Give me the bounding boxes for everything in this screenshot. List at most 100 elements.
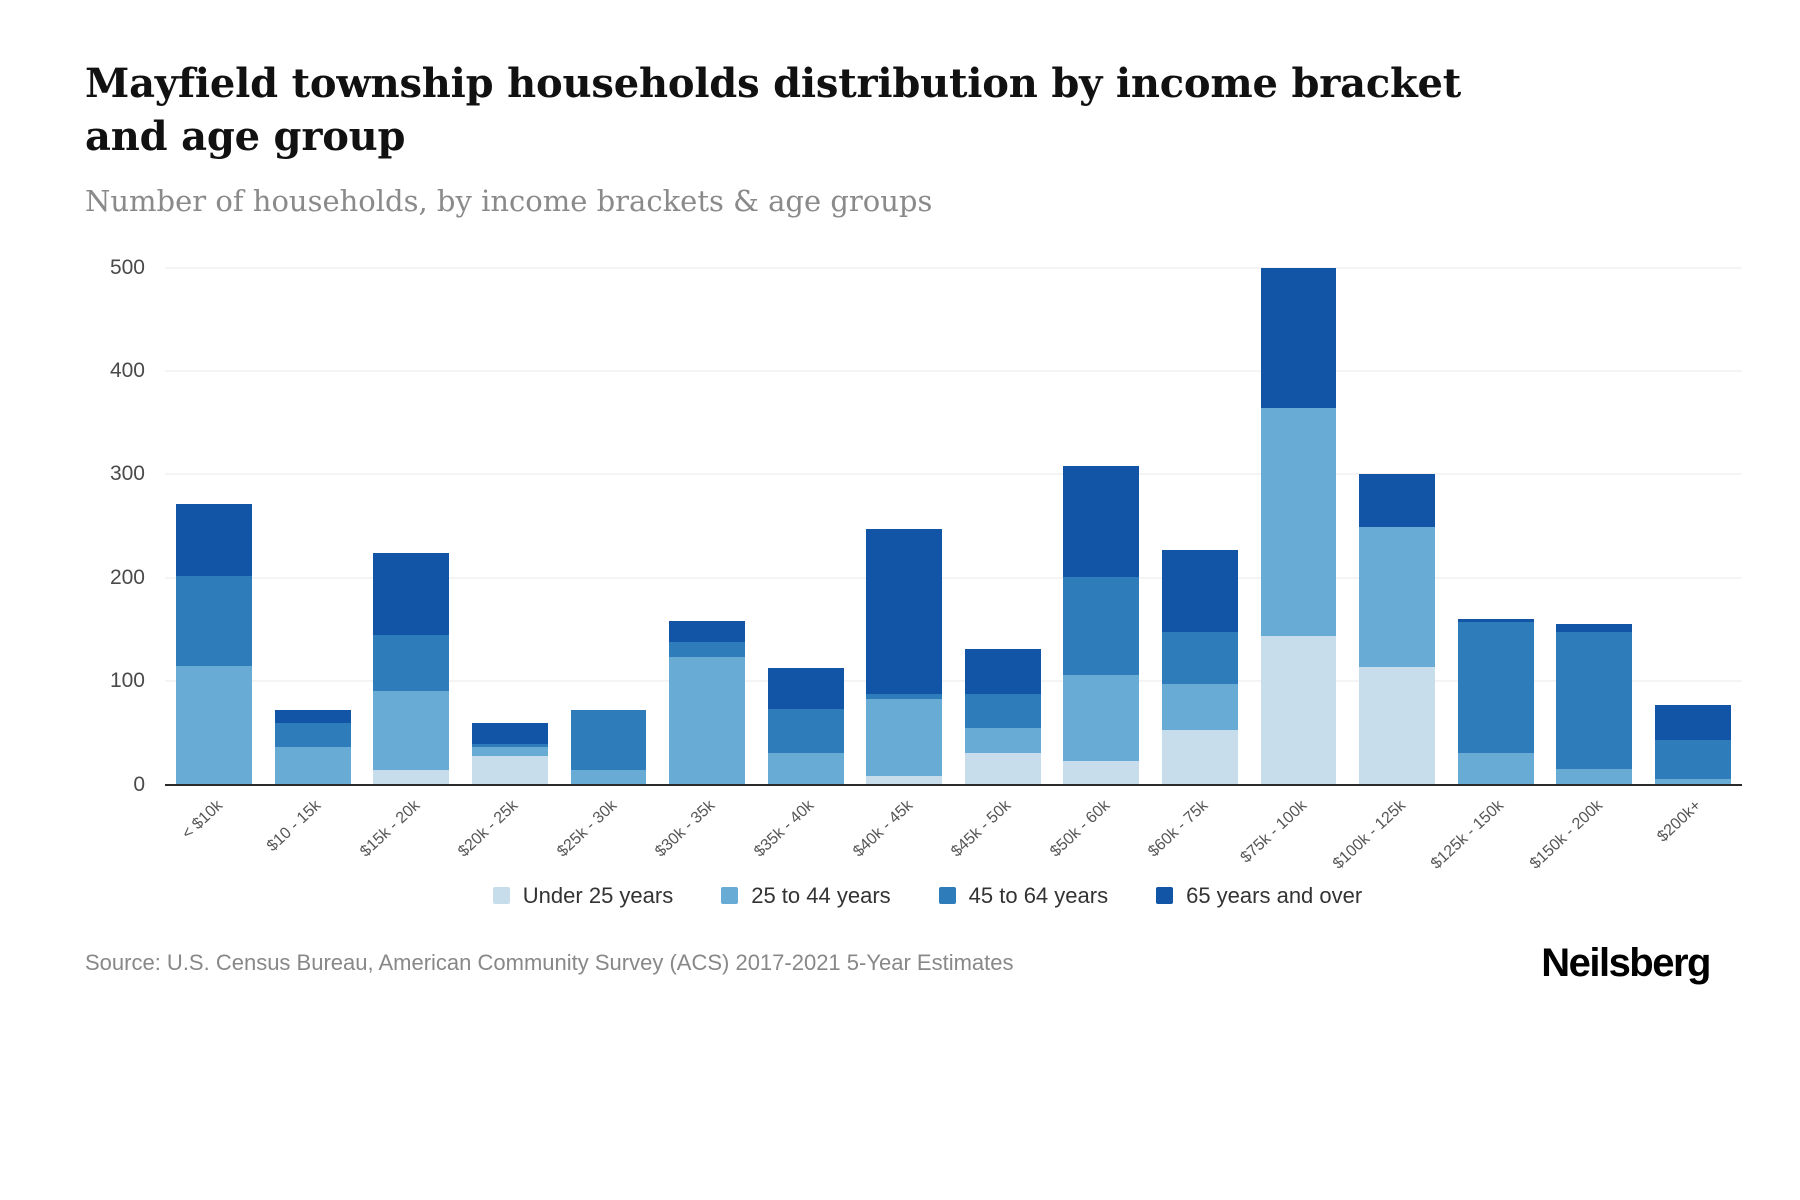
y-tick-label: 100 [109, 669, 145, 693]
bar-segment [1654, 705, 1731, 741]
x-tick-cell: $60k - 75k [1145, 785, 1250, 881]
bar-group [1545, 268, 1644, 785]
y-tick-label: 300 [109, 462, 145, 486]
bar-segment [1260, 408, 1337, 636]
neilsberg-logo: Neilsberg [1541, 940, 1711, 985]
bar-group [855, 268, 954, 785]
bar-group [954, 268, 1053, 785]
bar-segment [1457, 619, 1534, 623]
legend-label: 65 years and over [1186, 882, 1363, 908]
bar-group [1348, 268, 1447, 785]
x-tick-cell: $200k+ [1643, 785, 1742, 881]
x-tick-cell: $40k - 45k [850, 785, 954, 881]
bar-group [1249, 267, 1348, 785]
bar-segment [767, 709, 844, 753]
x-tick-label: $200k+ [1654, 796, 1705, 846]
bar-segment [1457, 752, 1534, 785]
legend-item[interactable]: Under 25 years [492, 882, 674, 909]
x-tick-cell: $35k - 40k [751, 785, 855, 881]
bar-segment [472, 722, 548, 745]
x-tick-cell: $100k - 125k [1329, 785, 1447, 881]
x-tick-label: $60k - 75k [1145, 796, 1212, 860]
legend-swatch-icon [938, 887, 956, 905]
bar-segment [472, 747, 548, 756]
bar-segment [964, 693, 1041, 728]
bar-segment [964, 649, 1041, 694]
bar-segment [1063, 760, 1140, 785]
chart-title: Mayfield township households distributio… [85, 60, 1462, 160]
bar-segment [1359, 474, 1435, 528]
bar-segment [1457, 622, 1534, 753]
bar-group [559, 268, 658, 785]
x-axis-line [165, 783, 1742, 786]
bar-segment [1063, 576, 1140, 675]
bar-segment [472, 744, 548, 748]
bars-container [165, 267, 1742, 785]
bar-segment [866, 698, 943, 777]
bar-segment [570, 710, 647, 771]
legend-label: Under 25 years [522, 882, 674, 908]
bar-segment [964, 727, 1041, 753]
x-tick-label: $50k - 60k [1046, 796, 1113, 860]
bar-segment [373, 553, 450, 635]
bar-segment [1359, 666, 1435, 785]
x-axis-labels: < $10k $10 - 15k $15k - 20k $20k - 25k $25k … [165, 785, 1742, 881]
x-tick-cell: $125k - 150k [1428, 785, 1545, 881]
bar-group [1052, 268, 1151, 785]
bar-segment [373, 634, 450, 691]
bar-segment [176, 504, 253, 576]
legend-swatch-icon [492, 887, 510, 905]
bar-group [1643, 268, 1742, 785]
bar-segment [274, 747, 351, 785]
legend-swatch-icon [721, 887, 739, 905]
x-tick-label: $10 - 15k [264, 796, 325, 855]
legend-item[interactable]: 25 to 44 years [721, 882, 891, 909]
x-tick-cell: $75k - 100k [1237, 785, 1348, 881]
chart-footer: Source: U.S. Census Bureau, American Com… [85, 940, 1711, 986]
bar-segment [767, 667, 844, 710]
bar-segment [570, 770, 647, 785]
x-tick-cell: $45k - 50k [948, 785, 1053, 881]
y-tick-label: 500 [109, 255, 145, 279]
legend-label: 25 to 44 years [751, 882, 891, 908]
x-tick-cell: $25k - 30k [554, 785, 658, 881]
bar-segment [669, 621, 746, 642]
bar-segment [472, 755, 548, 785]
x-tick-cell: $15k - 20k [357, 785, 461, 881]
legend-swatch-icon [1156, 887, 1174, 905]
bar-segment [1556, 769, 1633, 785]
bar-group [658, 268, 757, 785]
bar-segment [274, 722, 351, 748]
bar-group [461, 268, 560, 785]
x-tick-label: $30k - 35k [652, 796, 719, 860]
x-tick-cell: $10 - 15k [264, 785, 363, 881]
bar-segment [866, 529, 943, 694]
bar-segment [274, 710, 351, 723]
bar-segment [1654, 740, 1731, 780]
x-tick-label: $75k - 100k [1237, 796, 1311, 867]
x-tick-label: $25k - 30k [553, 796, 621, 860]
bar-segment [669, 657, 746, 785]
bar-group [264, 268, 363, 785]
bar-segment [1161, 549, 1238, 632]
gridline [165, 370, 1742, 372]
bar-segment [1260, 267, 1337, 409]
x-tick-label: $40k - 45k [849, 796, 916, 860]
bar-segment [373, 690, 450, 771]
x-tick-cell: $150k - 200k [1526, 785, 1644, 881]
legend-item[interactable]: 45 to 64 years [938, 883, 1108, 909]
bar-segment [1161, 729, 1238, 785]
x-tick-label: $20k - 25k [455, 796, 522, 860]
bar-group [756, 268, 855, 785]
x-tick-label: < $10k [178, 796, 226, 843]
chart-subtitle: Number of households, by income brackets… [85, 183, 933, 218]
bar-segment [176, 575, 253, 666]
stacked-bar-chart: 0 100 200 300 400 500 < $10k $10 - 15k $15k - 2… [85, 256, 1742, 881]
bar-segment [866, 776, 943, 785]
bar-segment [669, 641, 746, 658]
legend-item[interactable]: 65 years and over [1156, 883, 1362, 909]
bar-segment [1654, 779, 1731, 785]
bar-segment [1556, 624, 1633, 632]
bar-group [1151, 268, 1250, 785]
bar-segment [1260, 635, 1337, 785]
